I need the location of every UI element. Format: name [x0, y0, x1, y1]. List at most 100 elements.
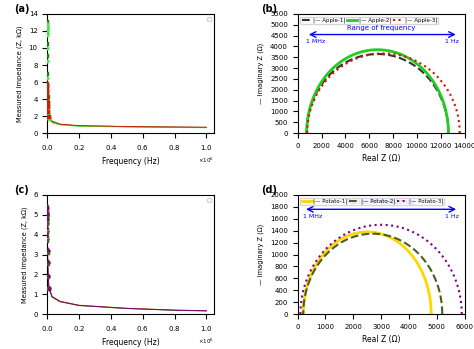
Point	[44, 217, 51, 223]
Point	[44, 238, 51, 244]
Point	[44, 85, 51, 91]
Point	[45, 114, 53, 120]
Potato-2	[301, 312, 306, 316]
Point	[44, 20, 51, 25]
Apple-2	[304, 131, 310, 135]
Point	[45, 116, 53, 121]
Text: Range of frequency: Range of frequency	[347, 25, 415, 31]
Point	[44, 204, 51, 210]
Point	[44, 95, 51, 100]
Point	[44, 24, 51, 30]
Point	[44, 246, 51, 251]
Point	[44, 205, 51, 211]
Point	[45, 115, 53, 120]
Potato-3	[379, 223, 384, 227]
Line: Potato-3: Potato-3	[301, 225, 462, 314]
Point	[44, 83, 51, 89]
Point	[44, 28, 51, 34]
Point	[44, 224, 51, 230]
X-axis label: Frequency (Hz): Frequency (Hz)	[102, 339, 160, 347]
Potato-3	[367, 223, 373, 228]
Point	[44, 58, 51, 64]
Potato-1	[345, 233, 351, 238]
Point	[45, 274, 52, 279]
Apple-2	[315, 87, 320, 91]
Apple-2	[304, 125, 310, 129]
Y-axis label: Measured impedance (Z, kΩ): Measured impedance (Z, kΩ)	[21, 206, 27, 303]
Point	[44, 216, 51, 222]
Point	[44, 89, 51, 95]
Apple-1	[380, 52, 386, 56]
Apple-2	[380, 48, 386, 52]
Point	[44, 92, 51, 98]
Line: Apple-1: Apple-1	[307, 54, 448, 133]
Point	[44, 232, 51, 237]
Potato-3	[298, 306, 303, 310]
Point	[44, 212, 51, 218]
Point	[44, 88, 51, 93]
Point	[44, 210, 51, 216]
Potato-2	[375, 232, 381, 236]
Point	[44, 230, 51, 236]
Apple-3	[457, 131, 463, 135]
Point	[45, 285, 53, 291]
Potato-2	[370, 232, 376, 236]
Apple-1	[353, 55, 359, 60]
Y-axis label: — Imaginary Z (Ω): — Imaginary Z (Ω)	[258, 43, 264, 104]
Apple-3	[370, 52, 376, 56]
Potato-3	[298, 312, 303, 316]
Apple-3	[358, 55, 364, 59]
Point	[44, 202, 51, 208]
Point	[44, 211, 51, 217]
Apple-2	[375, 47, 381, 52]
Point	[44, 71, 51, 76]
Potato-2	[349, 235, 355, 239]
Apple-2	[379, 48, 384, 52]
Point	[44, 30, 51, 36]
X-axis label: Frequency (Hz): Frequency (Hz)	[102, 157, 160, 166]
Point	[44, 221, 51, 227]
Apple-3	[316, 89, 322, 93]
Point	[44, 24, 51, 30]
Potato-1	[310, 268, 316, 273]
Potato-3	[310, 265, 316, 269]
Potato-1	[369, 230, 375, 234]
Potato-2	[311, 269, 317, 274]
Text: 1 Hz: 1 Hz	[445, 39, 458, 44]
Apple-3	[387, 52, 392, 56]
Point	[44, 236, 51, 242]
Potato-1	[301, 312, 306, 316]
Potato-1	[356, 231, 361, 235]
Text: Range of frequency: Range of frequency	[347, 199, 415, 205]
Point	[44, 228, 51, 233]
Potato-3	[383, 223, 389, 227]
Point	[44, 101, 51, 106]
Potato-3	[354, 227, 360, 231]
Point	[45, 109, 52, 114]
Potato-1	[428, 312, 434, 316]
Text: 1 MHz: 1 MHz	[303, 214, 322, 219]
Point	[44, 32, 51, 38]
Point	[44, 81, 51, 87]
Potato-2	[439, 312, 445, 316]
Point	[44, 98, 51, 104]
Apple-3	[305, 125, 310, 129]
Point	[44, 260, 52, 265]
Legend: 	[207, 198, 211, 202]
Potato-1	[301, 306, 306, 311]
Point	[44, 248, 51, 253]
X-axis label: Real Z (Ω): Real Z (Ω)	[362, 335, 401, 344]
Apple-2	[446, 131, 451, 135]
Point	[44, 259, 52, 264]
Text: (b): (b)	[261, 3, 277, 14]
Potato-3	[384, 223, 390, 227]
Point	[44, 98, 51, 104]
Point	[45, 275, 52, 280]
Point	[44, 41, 51, 46]
Text: 1 MHz: 1 MHz	[306, 39, 325, 44]
Point	[44, 21, 51, 27]
Potato-1	[365, 230, 370, 234]
Potato-1	[368, 230, 374, 234]
Point	[44, 83, 51, 89]
Point	[45, 285, 53, 291]
